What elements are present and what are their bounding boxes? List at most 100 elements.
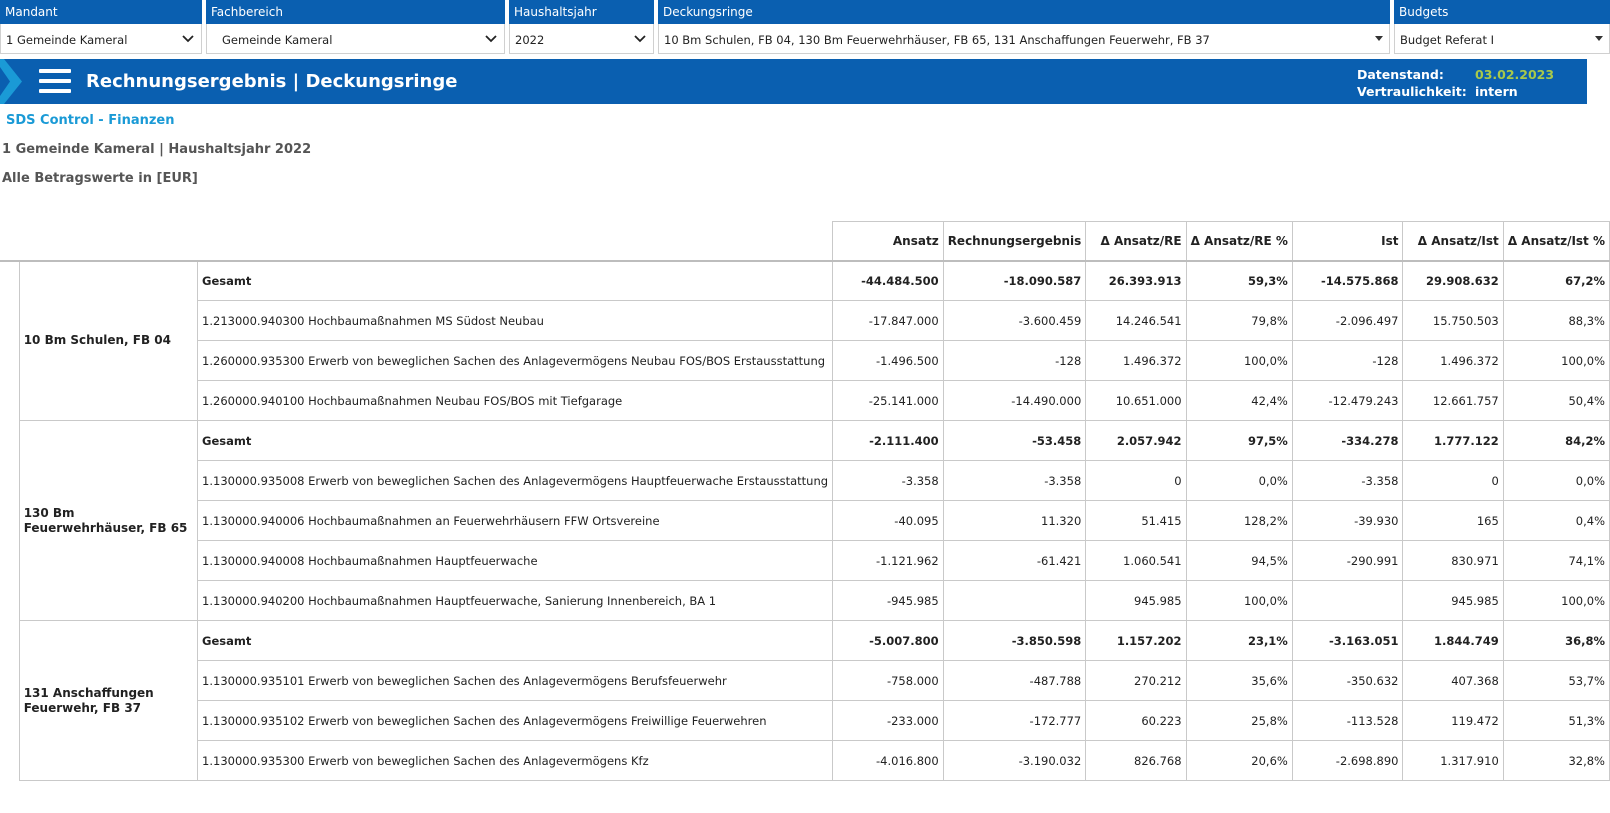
table-row[interactable]: 1.130000.940008 Hochbaumaßnahmen Hauptfe… bbox=[0, 540, 1610, 581]
value-cell: 165 bbox=[1402, 500, 1504, 541]
value-cell: -14.575.868 bbox=[1291, 260, 1404, 301]
report-meta: Datenstand: 03.02.2023 Vertraulichkeit: in… bbox=[1357, 66, 1554, 100]
app-name: SDS Control - Finanzen bbox=[6, 113, 175, 128]
table-row[interactable]: 1.260000.935300 Erwerb von beweglichen S… bbox=[0, 340, 1610, 381]
value-cell: 1.496.372 bbox=[1402, 340, 1504, 381]
row-description: Gesamt bbox=[197, 420, 834, 461]
table-row[interactable]: 1.130000.940006 Hochbaumaßnahmen an Feue… bbox=[0, 500, 1610, 541]
value-cell: 35,6% bbox=[1185, 660, 1293, 701]
value-cell: 1.060.541 bbox=[1085, 540, 1187, 581]
deckungsringe-select[interactable]: 10 Bm Schulen, FB 04, 130 Bm Feuerwehrhä… bbox=[658, 24, 1390, 54]
value-cell: 945.985 bbox=[1085, 580, 1187, 621]
row-spacer bbox=[0, 420, 20, 621]
value-cell: 128,2% bbox=[1185, 500, 1293, 541]
mandant-select[interactable]: 1 Gemeinde Kameral bbox=[0, 24, 202, 54]
value-cell bbox=[1291, 580, 1404, 621]
value-cell: -945.985 bbox=[832, 580, 944, 621]
column-header[interactable]: Ist bbox=[1291, 221, 1404, 262]
report-context: 1 Gemeinde Kameral | Haushaltsjahr 2022 bbox=[2, 142, 312, 157]
value-cell: 0 bbox=[1402, 460, 1504, 501]
column-header[interactable]: Δ Ansatz/Ist bbox=[1402, 221, 1504, 262]
row-description: 1.213000.940300 Hochbaumaßnahmen MS Südo… bbox=[197, 300, 834, 341]
value-cell: 10.651.000 bbox=[1085, 380, 1187, 421]
value-cell: -14.490.000 bbox=[942, 380, 1087, 421]
fachbereich-select[interactable]: Gemeinde Kameral bbox=[206, 24, 505, 54]
value-cell: 14.246.541 bbox=[1085, 300, 1187, 341]
value-cell: 51,3% bbox=[1502, 700, 1610, 741]
filter-budgets-label: Budgets bbox=[1394, 0, 1610, 24]
value-cell: -128 bbox=[1291, 340, 1404, 381]
value-cell: -233.000 bbox=[832, 700, 944, 741]
value-cell: 79,8% bbox=[1185, 300, 1293, 341]
value-cell: 100,0% bbox=[1502, 340, 1610, 381]
table-row[interactable]: 1.130000.935300 Erwerb von beweglichen S… bbox=[0, 740, 1610, 781]
value-cell: -3.850.598 bbox=[942, 620, 1087, 661]
row-description: 1.130000.935300 Erwerb von beweglichen S… bbox=[197, 740, 834, 781]
group-label: 131 Anschaffungen Feuerwehr, FB 37 bbox=[18, 620, 199, 781]
column-header[interactable]: Δ Ansatz/RE % bbox=[1185, 221, 1293, 262]
row-description: 1.130000.935101 Erwerb von beweglichen S… bbox=[197, 660, 834, 701]
column-header[interactable]: Rechnungsergebnis bbox=[942, 221, 1087, 262]
budgets-select[interactable]: Budget Referat I bbox=[1394, 24, 1610, 54]
dropdown-arrow-icon bbox=[1595, 36, 1603, 41]
value-cell bbox=[942, 580, 1087, 621]
value-cell: 51.415 bbox=[1085, 500, 1187, 541]
table-row[interactable]: 1.130000.940200 Hochbaumaßnahmen Hauptfe… bbox=[0, 580, 1610, 621]
header-spacer bbox=[0, 221, 20, 262]
filter-budgets: Budgets Budget Referat I bbox=[1394, 0, 1610, 54]
value-cell: 2.057.942 bbox=[1085, 420, 1187, 461]
value-cell: 67,2% bbox=[1502, 260, 1610, 301]
group-label: 10 Bm Schulen, FB 04 bbox=[18, 260, 199, 421]
column-header[interactable]: Δ Ansatz/Ist % bbox=[1502, 221, 1610, 262]
value-cell: -350.632 bbox=[1291, 660, 1404, 701]
value-cell: 830.971 bbox=[1402, 540, 1504, 581]
value-cell: 20,6% bbox=[1185, 740, 1293, 781]
hamburger-menu-icon[interactable] bbox=[39, 69, 71, 95]
datenstand-value: 03.02.2023 bbox=[1475, 67, 1555, 82]
value-cell: -2.698.890 bbox=[1291, 740, 1404, 781]
table-row-total[interactable]: 131 Anschaffungen Feuerwehr, FB 37 Gesamt… bbox=[0, 620, 1610, 781]
chevron-down-icon bbox=[634, 35, 646, 43]
value-cell: -1.121.962 bbox=[832, 540, 944, 581]
table-row[interactable]: 1.130000.935102 Erwerb von beweglichen S… bbox=[0, 700, 1610, 741]
table-row[interactable]: 1.130000.935101 Erwerb von beweglichen S… bbox=[0, 660, 1610, 701]
value-cell: -40.095 bbox=[832, 500, 944, 541]
filter-haushaltsjahr: Haushaltsjahr 2022 bbox=[509, 0, 654, 54]
vertraulichkeit-value: intern bbox=[1475, 84, 1518, 99]
value-cell: 11.320 bbox=[942, 500, 1087, 541]
value-cell: -44.484.500 bbox=[832, 260, 944, 301]
table-row-total[interactable]: 130 Bm Feuerwehrhäuser, FB 65 Gesamt -2.11… bbox=[0, 420, 1610, 621]
row-description: Gesamt bbox=[197, 260, 834, 301]
table-row[interactable]: 1.213000.940300 Hochbaumaßnahmen MS Südo… bbox=[0, 300, 1610, 341]
haushaltsjahr-select[interactable]: 2022 bbox=[509, 24, 654, 54]
budgets-value: Budget Referat I bbox=[1400, 33, 1495, 47]
table-row-total[interactable]: 10 Bm Schulen, FB 04 Gesamt -44.484.500 -18… bbox=[0, 260, 1610, 421]
row-description: 1.130000.935102 Erwerb von beweglichen S… bbox=[197, 700, 834, 741]
table-row[interactable]: 1.130000.935008 Erwerb von beweglichen S… bbox=[0, 460, 1610, 501]
filter-fachbereich-label: Fachbereich bbox=[206, 0, 505, 24]
value-cell: 26.393.913 bbox=[1085, 260, 1187, 301]
value-cell: 119.472 bbox=[1402, 700, 1504, 741]
table-row[interactable]: 1.260000.940100 Hochbaumaßnahmen Neubau … bbox=[0, 380, 1610, 421]
column-header[interactable]: Δ Ansatz/RE bbox=[1085, 221, 1187, 262]
value-cell: 1.777.122 bbox=[1402, 420, 1504, 461]
value-cell: 84,2% bbox=[1502, 420, 1610, 461]
value-cell: -128 bbox=[942, 340, 1087, 381]
filter-mandant: Mandant 1 Gemeinde Kameral bbox=[0, 0, 202, 54]
row-spacer bbox=[0, 620, 20, 781]
value-cell: 74,1% bbox=[1502, 540, 1610, 581]
value-cell: -290.991 bbox=[1291, 540, 1404, 581]
filter-haushaltsjahr-label: Haushaltsjahr bbox=[509, 0, 654, 24]
value-cell: -172.777 bbox=[942, 700, 1087, 741]
column-header[interactable]: Ansatz bbox=[832, 221, 944, 262]
filter-deckungsringe: Deckungsringe 10 Bm Schulen, FB 04, 130 … bbox=[658, 0, 1390, 54]
row-description: 1.260000.940100 Hochbaumaßnahmen Neubau … bbox=[197, 380, 834, 421]
value-cell: 1.157.202 bbox=[1085, 620, 1187, 661]
value-cell: -53.458 bbox=[942, 420, 1087, 461]
value-cell: 59,3% bbox=[1185, 260, 1293, 301]
value-cell: 15.750.503 bbox=[1402, 300, 1504, 341]
value-cell: -2.096.497 bbox=[1291, 300, 1404, 341]
value-cell: 0,4% bbox=[1502, 500, 1610, 541]
value-cell: 100,0% bbox=[1185, 580, 1293, 621]
value-cell: -3.600.459 bbox=[942, 300, 1087, 341]
